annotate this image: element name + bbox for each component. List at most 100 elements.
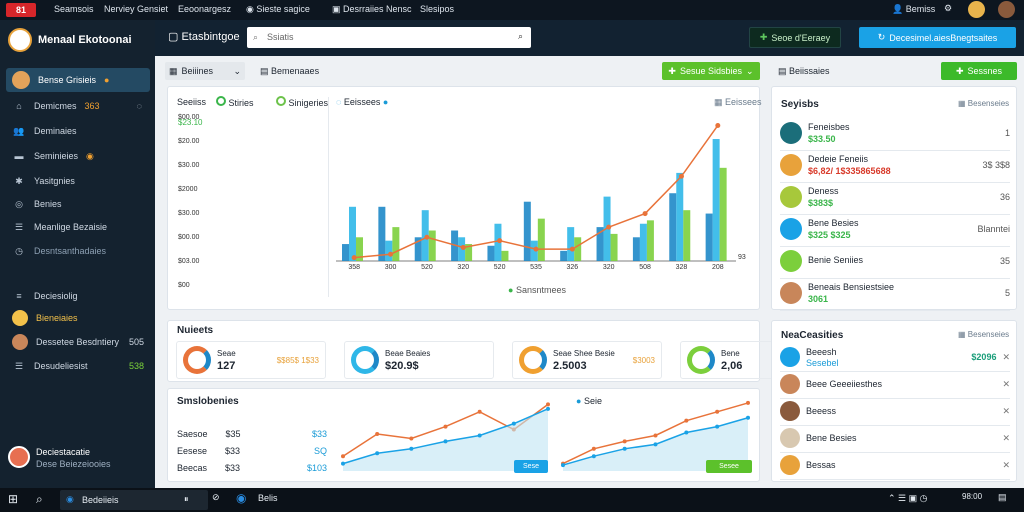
tab[interactable]: ▤ Bemenaaes	[260, 66, 320, 76]
action-button[interactable]: ✚ Seoe d'Eeraey	[749, 27, 841, 48]
list-item[interactable]: Benie Seniies 35	[780, 247, 1010, 275]
grid-icon: ▦	[714, 97, 723, 107]
row-name: Beecas	[177, 463, 208, 473]
row-value: $33	[225, 446, 241, 456]
panel-badge[interactable]: ▦ Besenseies	[958, 99, 1010, 108]
list-item[interactable]: Beee Geeeiiesthes ✕	[780, 372, 1010, 396]
legend-item[interactable]: Sinigeries	[276, 96, 328, 108]
chevron-down-icon: ⌄	[746, 65, 754, 76]
menu-item[interactable]: Seamsois	[54, 4, 94, 14]
primary-button[interactable]: ↻ Decesimel.aiesBnegtsaites	[859, 27, 1016, 48]
bar	[669, 193, 677, 261]
divider	[780, 246, 1010, 247]
search-icon[interactable]: ⌕	[517, 31, 523, 41]
list-item[interactable]: Beecas $33 $103	[177, 463, 327, 473]
donut-icon	[351, 346, 379, 374]
sidebar-person[interactable]: ☰ Desudeliesist 538	[6, 356, 150, 376]
menu-item[interactable]: Slesipos	[420, 4, 455, 14]
sidebar-item[interactable]: ≡ Deciesiolig	[6, 286, 150, 306]
menu-item[interactable]: Eeoonargesz	[178, 4, 232, 14]
metric-tile[interactable]: Seae 127 $$85$ 1$33	[176, 341, 326, 379]
series-point	[591, 446, 596, 451]
avatar[interactable]	[8, 446, 30, 468]
trend-point	[497, 238, 503, 244]
circle-icon: ◎	[15, 198, 23, 209]
series-point	[341, 461, 345, 466]
taskbar-app[interactable]: Belis	[258, 493, 278, 503]
sidebar-item[interactable]: ▬ Seminieies ◉	[6, 146, 150, 166]
metric-tile[interactable]: Seae Shee Besie 2.5003 $3003	[512, 341, 662, 379]
list-item[interactable]: Bene Besies $325 $325 Blanntei	[780, 215, 1010, 243]
sidebar-item[interactable]: 👥 Deminaies	[13, 125, 77, 137]
series-point	[409, 446, 414, 451]
sidebar-person[interactable]: Dessetee Besdntiery 505	[6, 332, 150, 352]
pill-button[interactable]: Sesee	[706, 460, 752, 473]
menu-item[interactable]: ▣ Desrraiies Nensc	[332, 4, 412, 14]
series-point	[546, 402, 550, 407]
close-icon[interactable]: ✕	[1002, 405, 1010, 416]
menu-item[interactable]: ◉ Sieste sagice	[246, 4, 310, 14]
y-tick-label: $00	[178, 282, 190, 289]
sidebar-item-active[interactable]: Bense Grisieis ●	[6, 68, 150, 92]
search-icon[interactable]: ⌕	[36, 492, 43, 506]
list-item[interactable]: Dedeie Feneiis $6,82/ 1$335865688 3$ 3$8	[780, 151, 1010, 179]
app-badge[interactable]: 81	[6, 3, 36, 17]
green-button[interactable]: ✚ Sesue Sidsbies ⌄	[662, 62, 760, 80]
list-item[interactable]: Bessas ✕	[780, 453, 1010, 477]
chart-option[interactable]: ▦ Eeissees	[714, 97, 762, 107]
page-title: ▢ Etasbintgoe	[168, 31, 240, 43]
sidebar-item[interactable]: ✱ Yasitgnies	[6, 171, 150, 191]
avatar[interactable]	[998, 1, 1015, 18]
start-icon[interactable]: ⊞	[8, 492, 19, 506]
row-name: Benie Seniies	[808, 255, 864, 265]
bar	[683, 210, 691, 261]
bar	[342, 244, 349, 261]
close-icon[interactable]: ⊘	[212, 492, 220, 502]
close-icon[interactable]: ✕	[1002, 432, 1010, 443]
green-button[interactable]: ✚ Sessnes	[941, 62, 1017, 80]
list-item[interactable]: Saesoe $35 $33	[177, 429, 327, 439]
close-icon[interactable]: ✕	[1002, 351, 1010, 362]
panel-badge[interactable]: ▦ Besenseies	[958, 330, 1010, 339]
bar	[639, 223, 647, 261]
avatar[interactable]	[968, 1, 985, 18]
list-item[interactable]: Beeess ✕	[780, 399, 1010, 423]
user-menu[interactable]: 👤 Bemiss	[892, 4, 936, 14]
y-tick-label: $2000	[178, 186, 198, 193]
sidebar-item[interactable]: ⌂ Demicmes 363 ◌	[6, 96, 150, 116]
bar	[712, 139, 720, 261]
chevron-down-icon: ⌄	[233, 65, 241, 76]
menu-item[interactable]: Nerviey Gensiet	[104, 4, 169, 14]
bar	[349, 206, 356, 261]
divider	[780, 278, 1010, 279]
settings-icon[interactable]: ⚙	[944, 3, 953, 13]
chart-card: Seeiiss Stiries Sinigeries ◌ Eeissees ● …	[167, 86, 762, 310]
sidebar-item[interactable]: ◷ Desntsanthadaies	[6, 241, 150, 261]
search-input[interactable]: ⌕ Ssiatis ⌕	[247, 27, 531, 48]
avatar	[780, 250, 802, 272]
series-point	[715, 424, 720, 429]
metric-tile[interactable]: Beae Beaies $20.9$	[344, 341, 494, 379]
browser-icon[interactable]: ◉	[236, 491, 247, 505]
row-value: $35	[225, 429, 241, 439]
list-item[interactable]: Beeesh Sesebel $2096 ✕	[780, 345, 1010, 369]
divider	[780, 398, 1010, 399]
tab-selector[interactable]: ▦ Beiiines ⌄	[165, 62, 245, 80]
sidebar-item[interactable]: ☰ Meanlige Bezaisie	[6, 217, 150, 237]
series-point	[375, 432, 380, 436]
notification-icon[interactable]: ▤	[998, 492, 1007, 502]
close-icon[interactable]: ✕	[1002, 459, 1010, 470]
sidebar-person[interactable]: Bieneiaies	[6, 308, 150, 328]
close-icon[interactable]: ✕	[1002, 378, 1010, 389]
legend-item[interactable]: Stiries	[216, 96, 254, 108]
taskbar-app[interactable]: ◉ Bedeiieis ⏸	[60, 490, 208, 510]
row-name: Bene Besies	[806, 432, 857, 443]
list-item[interactable]: Beneais Bensiestsiee 3061 5	[780, 279, 1010, 307]
pill-button[interactable]: Sese	[514, 460, 548, 473]
list-item[interactable]: Bene Besies ✕	[780, 426, 1010, 450]
list-item[interactable]: Eesese $33 SQ	[177, 446, 327, 456]
sidebar-item[interactable]: ◎ Benies	[6, 194, 150, 214]
list-item[interactable]: Feneisbes $33.50 1	[780, 119, 1010, 147]
list-item[interactable]: Deness $383$ 36	[780, 183, 1010, 211]
row-sub: $6,82/ 1$335865688	[808, 166, 891, 176]
